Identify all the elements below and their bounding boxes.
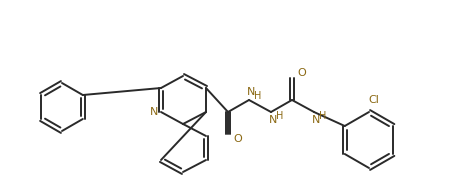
Text: O: O [297,68,306,78]
Text: N: N [247,87,255,97]
Text: H: H [255,91,262,101]
Text: N: N [269,115,277,125]
Text: Cl: Cl [368,95,379,105]
Text: H: H [319,111,327,121]
Text: N: N [312,115,320,125]
Text: N: N [150,107,158,117]
Text: O: O [234,134,242,144]
Text: H: H [276,111,283,121]
